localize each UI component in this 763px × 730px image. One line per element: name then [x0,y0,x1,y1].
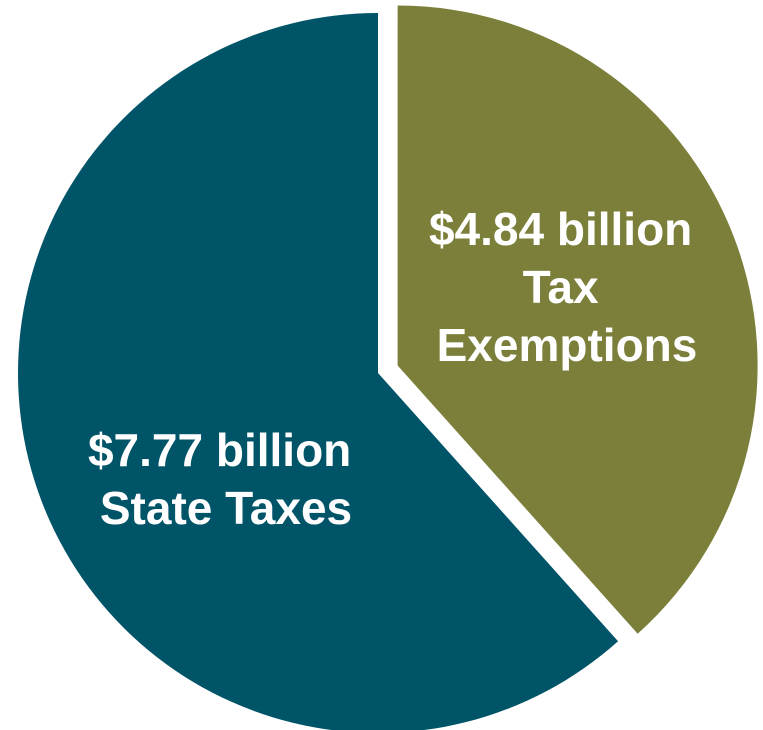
slice-label-tax-exemptions: $4.84 billion Tax Exemptions [429,203,705,371]
pie-slice-tax-exemptions [397,5,758,634]
slice-label-state-taxes: $7.77 billion State Taxes [88,424,364,534]
slice-label-line: Tax [523,261,599,313]
labels-layer: $4.84 billion Tax Exemptions $7.77 billi… [88,203,705,534]
slices-layer [18,5,758,730]
slice-label-line: Exemptions [437,319,698,371]
slice-label-line: State Taxes [100,482,352,534]
pie-slice-state-taxes [18,13,619,730]
slice-label-line: $7.77 billion [88,424,351,476]
slice-label-line: $4.84 billion [429,203,692,255]
